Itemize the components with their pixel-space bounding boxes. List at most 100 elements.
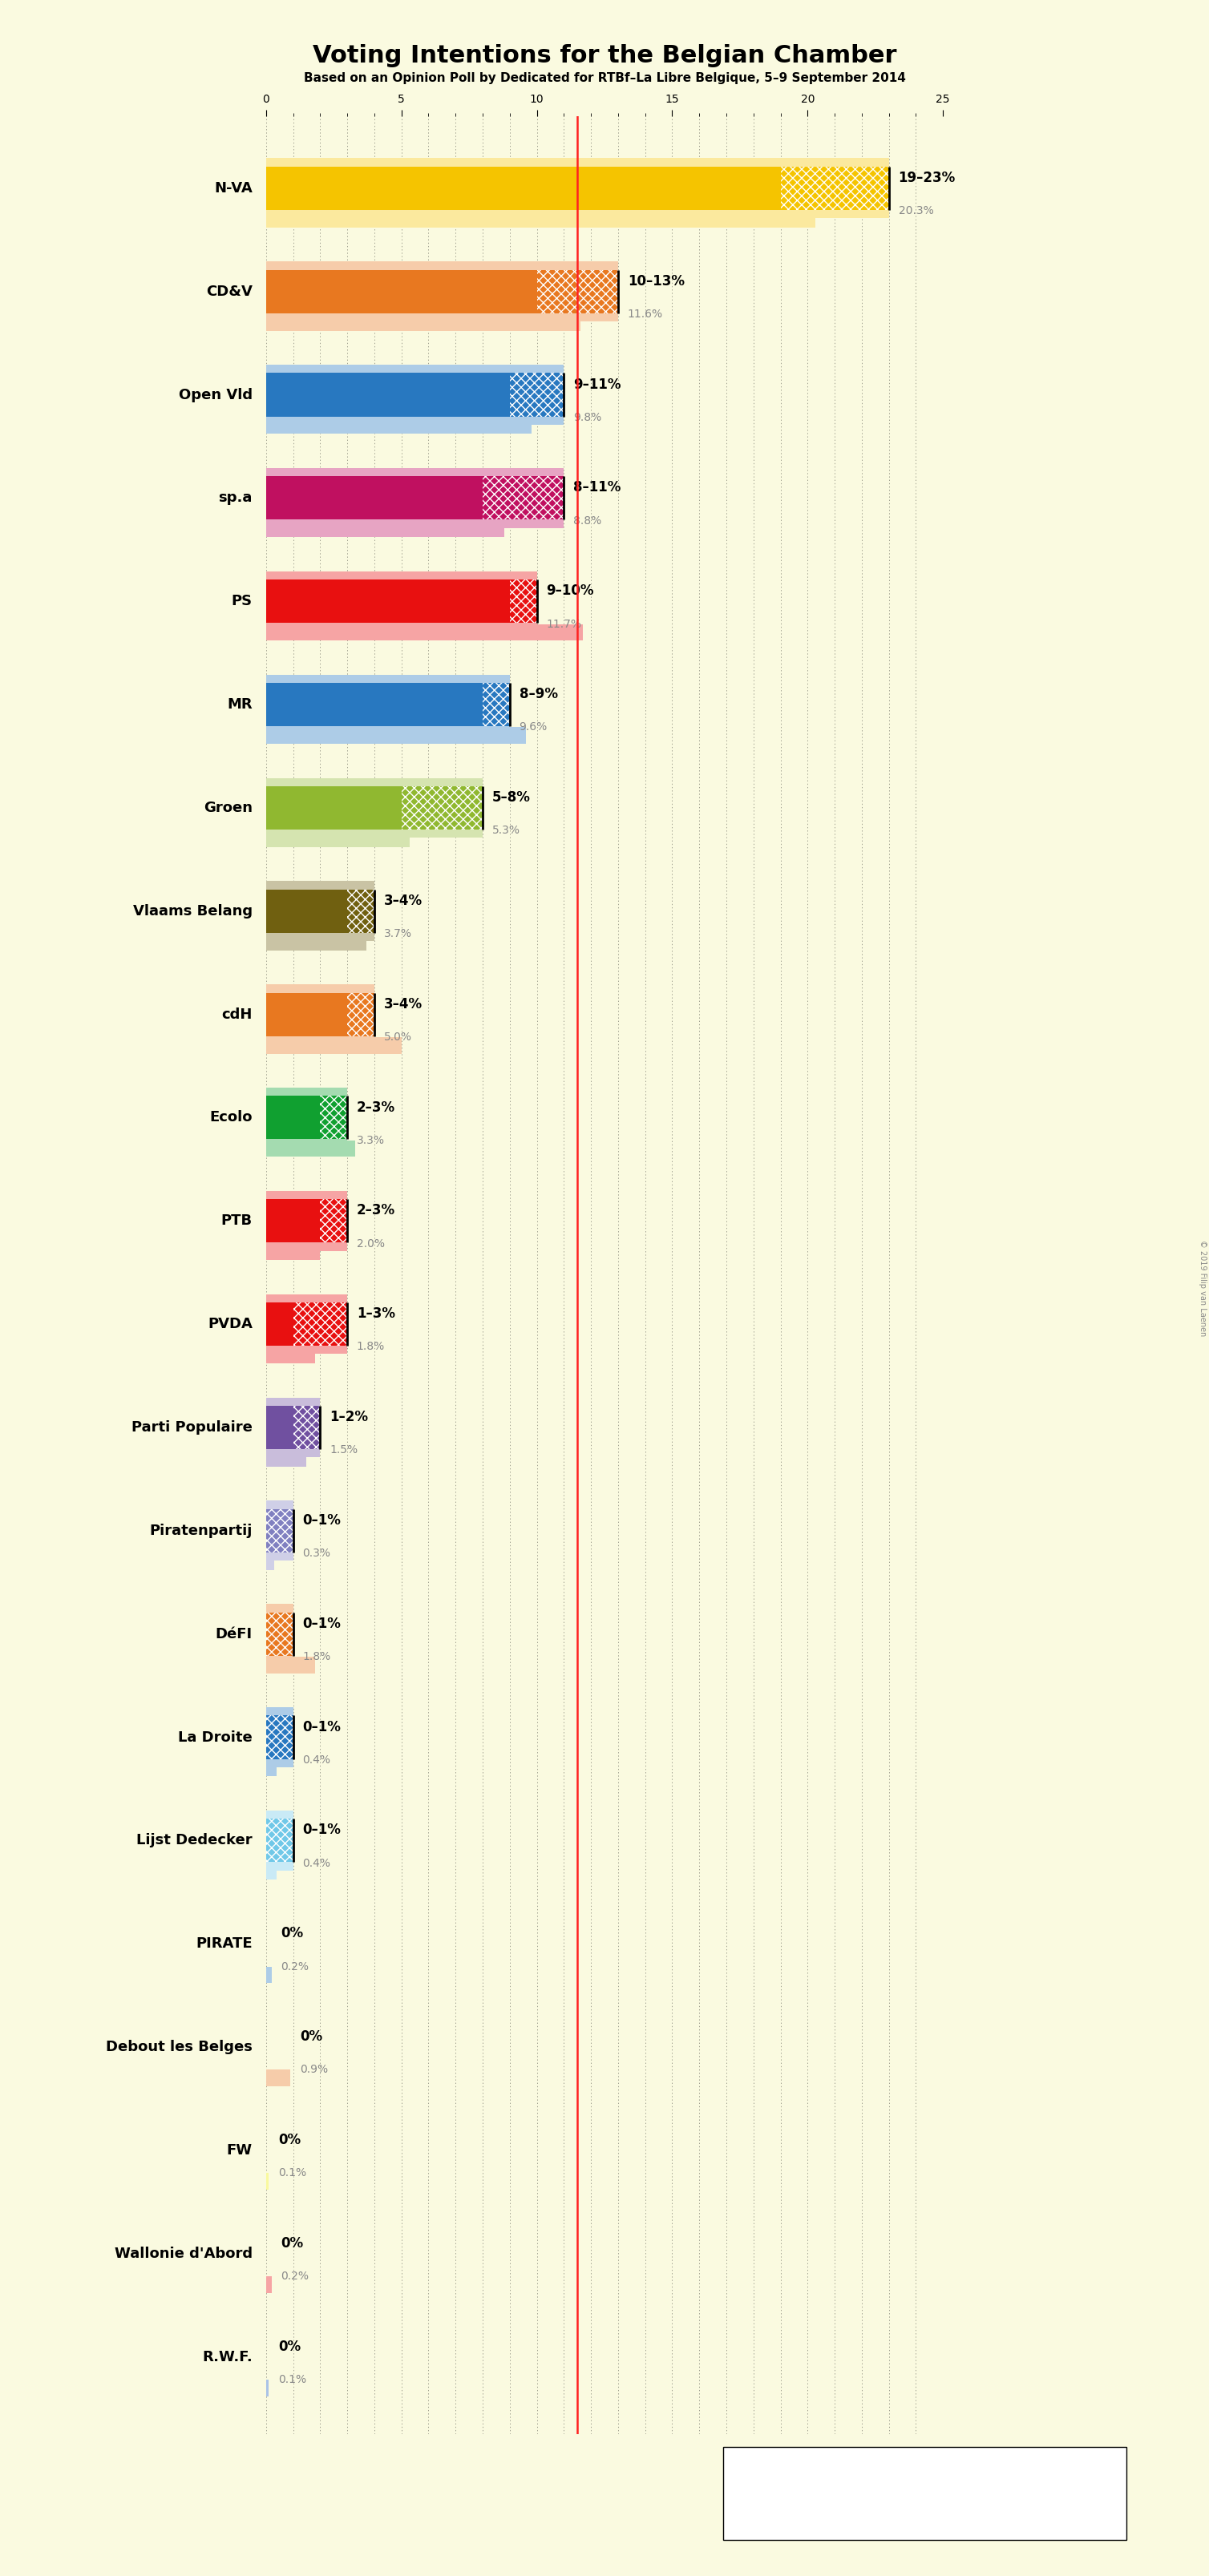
Bar [266,1190,347,1252]
Bar [266,935,366,951]
Text: Ecolo: Ecolo [209,1110,253,1126]
Bar [320,1200,347,1242]
Text: PS: PS [231,595,253,608]
Text: Vlaams Belang: Vlaams Belang [133,904,253,917]
Text: 1.8%: 1.8% [357,1342,384,1352]
Text: 5–8%: 5–8% [492,791,531,804]
Bar [266,829,410,848]
Text: 3.7%: 3.7% [383,927,412,940]
Text: 1.5%: 1.5% [330,1445,358,1455]
Bar [266,1303,293,1345]
Bar [266,2069,290,2087]
Text: 0.4%: 0.4% [302,1857,330,1868]
Text: cdH: cdH [221,1007,253,1023]
Bar [266,2380,268,2396]
Bar [266,1450,307,1466]
Bar [266,1038,401,1054]
Text: Based on an Opinion Poll by Dedicated for RTBf–La Libre Belgique, 5–9 September : Based on an Opinion Poll by Dedicated fo… [303,72,906,85]
Bar [266,157,889,219]
Text: 8–9%: 8–9% [519,688,557,701]
Text: 0%: 0% [300,2030,323,2043]
Bar [266,1244,320,1260]
Text: Voting Intentions for the Belgian Chamber: Voting Intentions for the Belgian Chambe… [312,44,897,67]
Bar [266,1656,314,1674]
Bar [266,1811,293,1870]
Text: 3–4%: 3–4% [383,997,422,1012]
Text: 8–11%: 8–11% [573,482,621,495]
Text: 5.0%: 5.0% [383,1030,412,1043]
Text: 0%: 0% [280,1927,303,1940]
Bar [266,1862,277,1880]
Text: sp.a: sp.a [219,492,253,505]
Bar [266,984,375,1043]
Bar [266,1200,320,1242]
Text: 0.3%: 0.3% [302,1548,330,1558]
Bar [266,683,482,726]
Bar [266,1708,293,1767]
Text: Piratenpartij: Piratenpartij [150,1522,253,1538]
Text: FW: FW [226,2143,253,2159]
Bar [266,992,347,1036]
Bar [266,167,781,209]
Text: Wallonie d'Abord: Wallonie d'Abord [115,2246,253,2262]
Bar [1025,2473,1100,2499]
Bar [266,1613,293,1656]
Bar [266,881,375,940]
Text: PTB: PTB [221,1213,253,1229]
Bar [482,683,510,726]
Bar [266,1716,293,1759]
Bar [347,992,375,1036]
Bar [266,786,401,829]
Text: 5.3%: 5.3% [492,824,520,837]
Bar [266,374,510,417]
Bar [266,1553,274,1569]
Bar [266,889,347,933]
Text: 0%: 0% [278,2339,301,2354]
Text: © 2019 Filip van Laenen: © 2019 Filip van Laenen [1199,1239,1207,1337]
Bar [293,1406,320,1450]
Text: 0.2%: 0.2% [280,2269,310,2282]
Text: 0–1%: 0–1% [302,1512,341,1528]
Bar [266,366,563,425]
Bar [266,778,482,837]
Text: 9–10%: 9–10% [546,585,594,598]
Bar [266,1605,293,1664]
Bar [266,211,816,227]
Text: 0.2%: 0.2% [280,1960,310,1973]
Text: 20.3%: 20.3% [898,206,933,216]
Text: 9.8%: 9.8% [573,412,602,422]
Bar [266,520,504,538]
Text: La Droite: La Droite [178,1731,253,1744]
Text: 0%: 0% [278,2133,301,2148]
Text: 8.8%: 8.8% [573,515,602,526]
Bar [347,889,375,933]
Bar [933,2506,1025,2517]
Bar [266,477,482,520]
Text: PVDA: PVDA [208,1316,253,1332]
Text: 1.8%: 1.8% [302,1651,331,1662]
Bar [266,1406,293,1450]
Bar [266,1965,271,1984]
Bar [510,580,537,623]
Text: 0.1%: 0.1% [278,2166,306,2179]
Bar [781,167,889,209]
Text: Parti Populaire: Parti Populaire [132,1419,253,1435]
Text: 95% confidence interval: 95% confidence interval [764,2458,886,2468]
Bar [293,1303,347,1345]
Bar [266,270,537,314]
Text: with median: with median [794,2488,856,2499]
Text: 3.3%: 3.3% [357,1136,384,1146]
Text: Lijst Dedecker: Lijst Dedecker [137,1834,253,1847]
Bar [266,1293,347,1355]
Bar [266,1095,320,1139]
Text: 0%: 0% [280,2236,303,2251]
Text: Last result: Last result [991,2522,1041,2532]
Bar [266,1759,277,1777]
Bar [266,1502,293,1561]
Bar [510,374,563,417]
Bar [482,477,563,520]
Bar [401,786,482,829]
Text: R.W.F.: R.W.F. [202,2349,253,2365]
Bar [266,417,532,433]
Text: Groen: Groen [203,801,253,814]
